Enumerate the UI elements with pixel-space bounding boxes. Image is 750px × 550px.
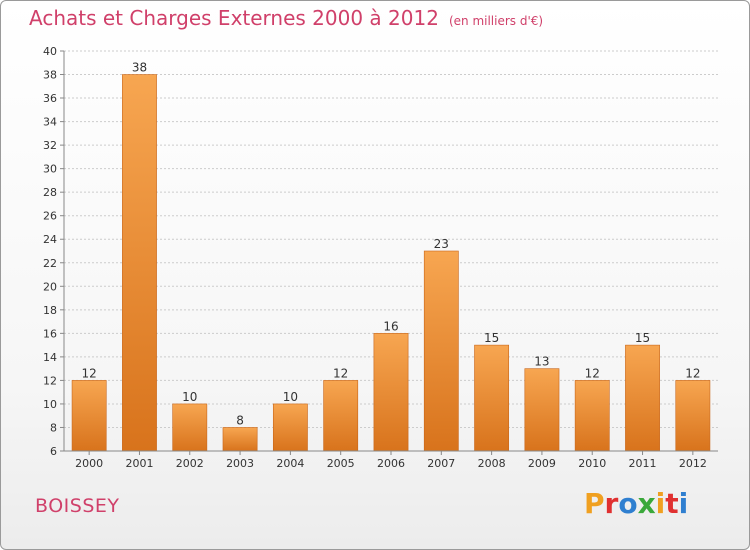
logo-letter: P xyxy=(584,487,605,520)
y-tick-label: 28 xyxy=(43,186,57,199)
y-tick-label: 40 xyxy=(43,45,57,58)
y-tick-label: 20 xyxy=(43,280,57,293)
data-label: 10 xyxy=(182,390,197,404)
y-tick-label: 30 xyxy=(43,163,57,176)
y-tick-label: 32 xyxy=(43,139,57,152)
x-tick-label: 2009 xyxy=(528,457,556,470)
y-tick-label: 22 xyxy=(43,257,57,270)
data-label: 13 xyxy=(534,355,549,369)
bar xyxy=(574,380,610,452)
y-tick-label: 24 xyxy=(43,233,57,246)
data-label: 38 xyxy=(132,61,147,75)
y-tick-label: 36 xyxy=(43,92,57,105)
bar xyxy=(323,380,359,452)
bar xyxy=(474,344,510,452)
x-axis: 2000 2001 2002 2003 2004 2005 2006 2007 2008 2009… xyxy=(64,450,718,470)
data-label: 12 xyxy=(333,366,348,380)
logo-letter: i xyxy=(678,487,689,520)
bar xyxy=(71,380,107,452)
x-tick-label: 2008 xyxy=(478,457,506,470)
y-axis: 6 8 10 12 14 16 18 20 22 24 26 28 30 32 34 36 38 40 xyxy=(43,45,65,458)
logo-letter: r xyxy=(604,487,619,520)
bar-chart: 12 38 10 8 10 12 16 23 15 13 12 15 12 6 8 10 12 14 16 18 20… xyxy=(43,45,718,470)
x-tick-label: 2010 xyxy=(578,457,606,470)
data-label: 8 xyxy=(236,413,244,427)
y-tick-label: 12 xyxy=(43,374,57,387)
y-tick-label: 8 xyxy=(50,421,57,434)
bar xyxy=(172,403,208,452)
y-tick-label: 10 xyxy=(43,398,57,411)
chart-subtitle: (en milliers d'€) xyxy=(448,14,544,28)
logo-letter: t xyxy=(665,487,679,520)
x-tick-label: 2000 xyxy=(75,457,103,470)
data-label: 15 xyxy=(484,331,499,345)
logo-letter: o xyxy=(618,487,638,520)
data-label: 10 xyxy=(283,390,298,404)
data-label: 12 xyxy=(685,366,700,380)
y-tick-label: 16 xyxy=(43,327,57,340)
x-tick-label: 2001 xyxy=(125,457,153,470)
logo-letter: i xyxy=(655,487,666,520)
bar xyxy=(122,74,157,452)
proxiti-logo[interactable]: Proxiti xyxy=(584,487,688,520)
logo-letter: x xyxy=(637,487,656,520)
commune-name: BOISSEY xyxy=(35,495,120,517)
y-tick-label: 26 xyxy=(43,210,57,223)
y-tick-label: 38 xyxy=(43,69,57,82)
x-tick-label: 2005 xyxy=(327,457,355,470)
y-tick-label: 34 xyxy=(43,116,57,129)
bar xyxy=(625,344,660,452)
data-label: 12 xyxy=(82,366,97,380)
x-tick-label: 2007 xyxy=(427,457,455,470)
x-tick-label: 2006 xyxy=(377,457,405,470)
bars: 12 38 10 8 10 12 16 23 15 13 12 15 12 xyxy=(71,61,711,452)
y-tick-label: 18 xyxy=(43,304,57,317)
bar xyxy=(423,250,459,452)
chart-title: Achats et Charges Externes 2000 à 2012 (e… xyxy=(29,6,543,30)
x-tick-label: 2004 xyxy=(276,457,304,470)
y-tick-label: 6 xyxy=(50,445,57,458)
data-label: 12 xyxy=(585,366,600,380)
bar xyxy=(675,380,711,452)
data-label: 23 xyxy=(434,237,449,251)
bar xyxy=(222,427,258,452)
bar xyxy=(373,333,409,452)
data-label: 16 xyxy=(383,319,398,333)
x-tick-label: 2003 xyxy=(226,457,254,470)
x-tick-label: 2012 xyxy=(679,457,707,470)
x-tick-label: 2011 xyxy=(629,457,657,470)
bar xyxy=(272,403,308,452)
x-tick-label: 2002 xyxy=(176,457,204,470)
y-tick-label: 14 xyxy=(43,351,57,364)
bar xyxy=(524,368,560,452)
data-label: 15 xyxy=(635,331,650,345)
title-text: Achats et Charges Externes 2000 à 2012 xyxy=(29,6,439,30)
